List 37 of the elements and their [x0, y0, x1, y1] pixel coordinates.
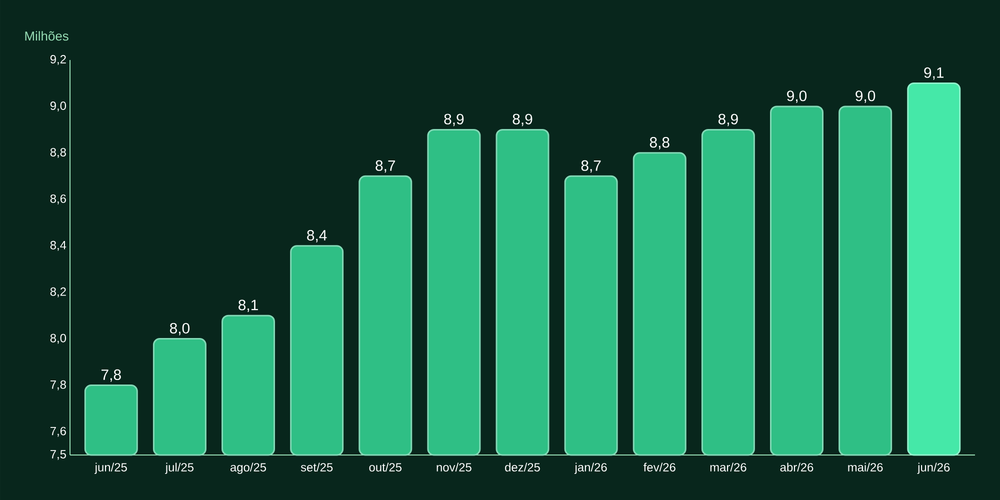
data-label: 7,8: [102, 369, 121, 382]
x-tick-label: jun/25: [94, 462, 127, 474]
y-tick-label: 7,5: [50, 450, 66, 460]
x-tick-label: dez/25: [505, 462, 540, 472]
data-label: 8,7: [376, 160, 396, 173]
data-label: 9,0: [856, 90, 876, 103]
data-label: 8,4: [307, 230, 327, 242]
x-tick-label: mai/26: [848, 462, 883, 472]
data-label: 8,9: [444, 114, 464, 126]
x-tick-label: nov/25: [436, 462, 472, 472]
data-label: 8,1: [238, 300, 258, 312]
x-tick-label: abr/26: [780, 462, 814, 472]
x-tick-label: jul/25: [165, 462, 194, 474]
data-label: 9,0: [787, 90, 807, 103]
y-tick-label: 8,2: [50, 287, 66, 298]
data-label: 9,1: [924, 67, 944, 80]
y-tick-label: 9,0: [50, 102, 66, 112]
data-label: 8,7: [581, 160, 601, 173]
y-axis-title: Milhões: [25, 31, 68, 41]
x-tick-label: ago/25: [230, 462, 266, 474]
data-label: 8,9: [718, 114, 738, 126]
data-label: 8,9: [512, 114, 532, 126]
x-tick-label: fev/26: [644, 462, 676, 472]
y-tick-label: 9,2: [50, 55, 66, 65]
y-tick-label: 8,4: [50, 240, 66, 251]
y-tick-label: 7,6: [50, 426, 66, 437]
x-tick-label: out/25: [369, 462, 402, 472]
data-label: 8,8: [650, 137, 670, 150]
y-tick-label: 7,8: [50, 380, 66, 390]
y-tick-label: 8,6: [50, 194, 66, 204]
x-tick-label: set/25: [300, 462, 333, 472]
data-label: 8,0: [170, 322, 190, 336]
y-tick-label: 8,0: [50, 334, 66, 344]
x-tick-label: jun/26: [917, 462, 950, 474]
x-tick-label: jan/26: [574, 462, 607, 474]
y-tick-label: 8,8: [50, 148, 66, 158]
x-tick-label: mar/26: [710, 462, 746, 472]
